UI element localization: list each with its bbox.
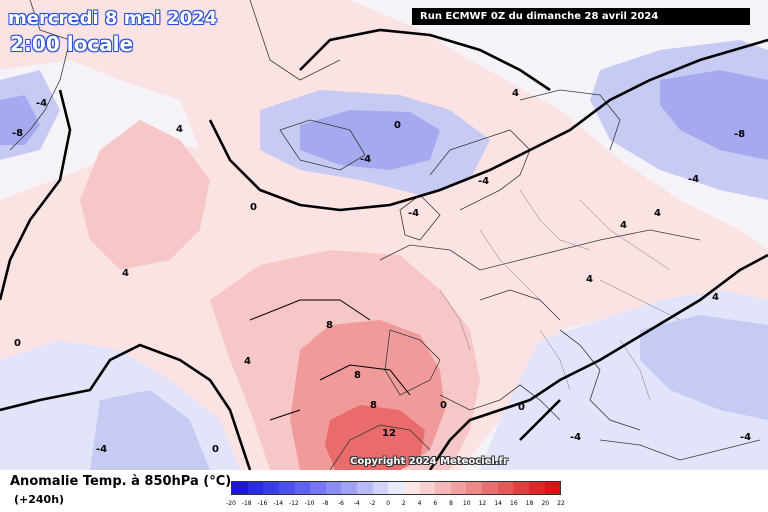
lead-time: (+240h) [14, 493, 65, 506]
color-scale-tick: 10 [462, 500, 471, 507]
color-scale-cell [341, 482, 357, 494]
country-borders [439, 189, 681, 401]
color-scale-cell [528, 482, 545, 494]
color-scale-tick: -10 [304, 500, 315, 507]
contour-label: 0 [14, 338, 21, 349]
contour-label: 0 [394, 120, 401, 131]
color-scale-tick: -4 [353, 500, 360, 507]
model-run-info: Run ECMWF 0Z du dimanche 28 avril 2024 [412, 8, 750, 25]
contour-label: 0 [518, 402, 525, 413]
color-scale-cell [450, 482, 467, 494]
contour-label: 4 [586, 274, 593, 285]
contour-label: 4 [620, 220, 627, 231]
contour-labels: -8 -4 0 4 8 12 4 -4 0 -8 -4 4 0 8 8 4 -4… [12, 88, 751, 455]
contour-label: 8 [354, 370, 361, 381]
color-scale-tick: -16 [257, 500, 268, 507]
color-scale-tick: -12 [288, 500, 299, 507]
contour-label: -4 [408, 208, 419, 219]
contour-label: 12 [382, 428, 396, 439]
color-scale-cell [466, 482, 482, 494]
color-scale [231, 481, 561, 495]
color-scale-cell [497, 482, 514, 494]
legend-title: Anomalie Temp. à 850hPa (°C) [10, 474, 232, 489]
anomaly-contours [249, 299, 411, 421]
color-scale-tick: 4 [417, 500, 422, 507]
color-scale-tick: 8 [449, 500, 453, 507]
color-scale-tick: -8 [322, 500, 329, 507]
color-scale-tick: -6 [338, 500, 344, 507]
contour-label: -8 [12, 128, 23, 139]
color-scale-cell [263, 482, 279, 494]
anomaly-area-cool-southeast-mid [640, 315, 768, 420]
color-scale-cell [388, 482, 404, 494]
color-scale-cell [419, 482, 436, 494]
color-scale-cell [544, 482, 561, 494]
contour-label: -8 [734, 129, 745, 140]
zero-contours [0, 28, 768, 470]
color-scale-cell [403, 482, 420, 494]
color-scale-cell [325, 482, 342, 494]
contour-label: 4 [244, 356, 251, 367]
color-scale-tick: 0 [386, 500, 391, 507]
color-scale-tick: -18 [241, 500, 252, 507]
color-scale-cell [310, 482, 326, 494]
color-scale-tick: -2 [369, 500, 376, 507]
color-scale-cell [232, 482, 248, 494]
anomaly-area-cool-southwest-mid [90, 390, 210, 470]
color-scale-tick: 20 [541, 500, 550, 507]
color-scale-cell [513, 482, 529, 494]
color-scale-tick: -20 [226, 500, 236, 507]
color-scale-tick: 6 [433, 500, 438, 507]
contour-label: 4 [512, 88, 519, 99]
color-scale-cell [294, 482, 311, 494]
color-scale-tick: 22 [557, 500, 565, 507]
color-scale-ticks: -20 -18 -16 -14 -12 -10 -8 -6 -4 -2 0 2 4 6 8 10 12 14 16 1… [226, 500, 565, 510]
contour-label: -4 [360, 154, 371, 165]
contour-label: 4 [122, 268, 129, 279]
copyright-notice: Copyright 2024 Meteociel.fr [350, 456, 508, 467]
color-scale-tick: 18 [525, 500, 534, 507]
anomaly-area-warm-mid-greenland [80, 120, 210, 270]
contour-label: -4 [36, 98, 47, 109]
color-scale-tick: 14 [494, 500, 502, 507]
forecast-local-time: 2:00 locale [10, 32, 134, 56]
anomaly-area-cool-north-strong [300, 110, 440, 170]
color-scale-tick: 12 [478, 500, 487, 507]
color-scale-tick: 16 [510, 500, 518, 507]
anomaly-area-cool-west-strong [0, 95, 40, 145]
forecast-date: mercredi 8 mai 2024 [8, 8, 218, 29]
contour-label: 0 [250, 202, 257, 213]
contour-label: -4 [478, 176, 489, 187]
contour-label: 8 [370, 400, 377, 411]
contour-label: 8 [326, 320, 333, 331]
color-scale-cell [357, 482, 373, 494]
color-scale-tick: 2 [401, 500, 406, 507]
anomaly-area-warm-max [325, 405, 425, 470]
color-scale-cell [372, 482, 389, 494]
contour-label: -4 [688, 174, 699, 185]
color-scale-tick: -14 [273, 500, 284, 507]
contour-label: 4 [176, 124, 183, 135]
contour-label: 0 [440, 400, 447, 411]
color-scale-cell [278, 482, 295, 494]
contour-label: -4 [740, 432, 751, 443]
contour-label: 0 [212, 444, 219, 455]
color-scale-cell [247, 482, 264, 494]
coastlines [9, 0, 761, 470]
contour-label: 4 [712, 292, 719, 303]
temperature-anomaly-map: -8 -4 0 4 8 12 4 -4 0 -8 -4 4 0 8 8 4 -4… [0, 0, 768, 470]
contour-label: -4 [96, 444, 107, 455]
color-scale-cell [482, 482, 498, 494]
contour-label: -4 [570, 432, 581, 443]
color-scale-cell [435, 482, 451, 494]
contour-label: 4 [654, 208, 661, 219]
anomaly-area-cool-northeast-strong [660, 70, 768, 160]
